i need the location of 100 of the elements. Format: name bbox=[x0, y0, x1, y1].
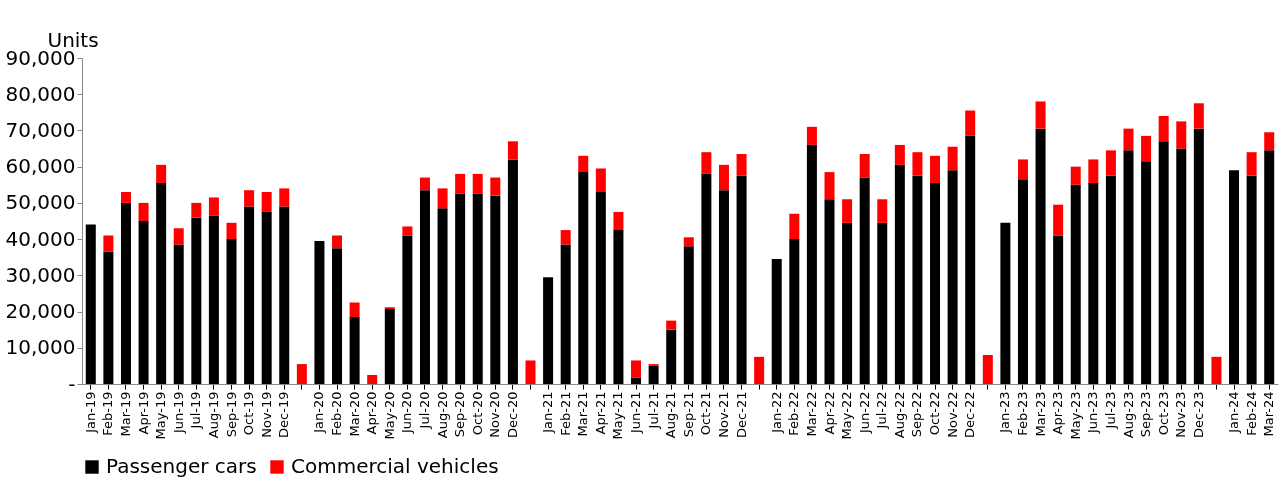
bar bbox=[1211, 356, 1222, 384]
y-tick-label: 60,000 bbox=[5, 154, 76, 179]
bar bbox=[490, 177, 501, 196]
bar bbox=[120, 192, 131, 203]
bar bbox=[613, 211, 624, 231]
x-tick-label: Jul-23 bbox=[1102, 391, 1118, 430]
bar bbox=[894, 144, 905, 165]
bar bbox=[701, 152, 712, 174]
bar bbox=[578, 155, 589, 173]
x-tick-label: May-19 bbox=[153, 391, 169, 440]
bar bbox=[789, 213, 800, 240]
bar bbox=[666, 320, 677, 330]
x-tick-label: Oct-19 bbox=[241, 391, 257, 436]
bar bbox=[965, 110, 976, 136]
bar bbox=[191, 202, 202, 218]
x-tick-label: Feb-24 bbox=[1243, 391, 1259, 436]
bar bbox=[1141, 135, 1152, 162]
bar bbox=[912, 152, 923, 176]
x-tick-label: Dec-20 bbox=[504, 391, 520, 438]
bar bbox=[472, 173, 483, 194]
x-tick-label: Mar-22 bbox=[803, 391, 819, 437]
bar bbox=[824, 172, 835, 200]
x-tick-label: Aug-20 bbox=[434, 391, 450, 439]
x-tick-label: Jul-19 bbox=[188, 391, 204, 430]
x-tick-label: Feb-20 bbox=[329, 391, 345, 436]
bar bbox=[208, 197, 219, 216]
bar bbox=[1035, 101, 1046, 129]
x-tick-label: Nov-20 bbox=[487, 391, 503, 438]
x-tick-label: Mar-24 bbox=[1261, 391, 1277, 437]
x-tick-label: Oct-23 bbox=[1155, 391, 1171, 436]
bar bbox=[1123, 128, 1134, 151]
x-tick-label: Aug-21 bbox=[663, 391, 679, 439]
x-tick-label: Jun-19 bbox=[170, 391, 186, 435]
legend-label: Passenger cars bbox=[106, 454, 257, 478]
bar bbox=[525, 360, 536, 384]
bar bbox=[806, 126, 817, 145]
y-axis-title: Units bbox=[47, 27, 99, 52]
x-tick-label: Mar-21 bbox=[575, 391, 591, 437]
bar bbox=[930, 155, 941, 183]
bar bbox=[1264, 132, 1275, 151]
x-tick-label: Dec-19 bbox=[276, 391, 292, 438]
bar bbox=[683, 237, 694, 247]
x-tick-label: Mar-20 bbox=[346, 391, 362, 437]
x-tick-label: Nov-22 bbox=[944, 391, 960, 438]
legend-label: Commercial vehicles bbox=[291, 454, 499, 478]
x-tick-label: Aug-23 bbox=[1120, 391, 1136, 439]
x-tick-label: May-23 bbox=[1067, 391, 1083, 440]
x-tick-label: Jun-21 bbox=[628, 391, 644, 435]
x-tick-label: Sep-22 bbox=[909, 391, 925, 438]
x-tick-label: Sep-20 bbox=[452, 391, 468, 438]
bar bbox=[507, 141, 518, 160]
x-tick-label: May-20 bbox=[381, 391, 397, 440]
x-tick-label: Feb-23 bbox=[1014, 391, 1030, 436]
y-tick-label: - bbox=[68, 371, 76, 396]
bar bbox=[1070, 166, 1081, 185]
x-tick-label: Dec-23 bbox=[1190, 391, 1206, 438]
x-tick-label: Dec-22 bbox=[962, 391, 978, 438]
bar bbox=[138, 202, 149, 221]
x-tick-label: Jan-21 bbox=[540, 391, 556, 434]
x-tick-label: Jan-19 bbox=[82, 391, 98, 434]
bar bbox=[261, 192, 272, 212]
x-tick-label: Mar-19 bbox=[117, 391, 133, 437]
y-tick-label: 40,000 bbox=[5, 226, 76, 251]
bar bbox=[1105, 150, 1116, 176]
bar bbox=[437, 188, 448, 209]
x-tick-label: Apr-20 bbox=[364, 391, 380, 435]
bar bbox=[455, 173, 466, 194]
x-tick-label: Apr-23 bbox=[1050, 391, 1066, 435]
bar bbox=[1193, 103, 1204, 129]
bar bbox=[842, 199, 853, 223]
bar bbox=[982, 355, 993, 384]
x-tick-label: Feb-21 bbox=[557, 391, 573, 436]
x-tick-label: Nov-21 bbox=[715, 391, 731, 438]
x-tick-label: Feb-22 bbox=[786, 391, 802, 436]
bar bbox=[226, 222, 237, 240]
bar bbox=[1158, 115, 1169, 142]
x-tick-label: May-21 bbox=[610, 391, 626, 440]
bar bbox=[367, 374, 378, 384]
x-tick-label: Nov-23 bbox=[1173, 391, 1189, 438]
x-tick-label: Jul-22 bbox=[874, 391, 890, 430]
x-tick-label: Jul-21 bbox=[645, 391, 661, 430]
x-tick-label: Oct-22 bbox=[927, 391, 943, 436]
bar bbox=[1088, 159, 1099, 183]
bar bbox=[631, 360, 642, 378]
bar bbox=[419, 177, 430, 191]
bar bbox=[1176, 121, 1187, 149]
bar bbox=[736, 153, 747, 176]
x-tick-label: May-22 bbox=[839, 391, 855, 440]
x-tick-label: Jan-24 bbox=[1226, 391, 1242, 434]
bar bbox=[296, 364, 307, 384]
bar bbox=[718, 164, 729, 191]
x-tick-label: Sep-21 bbox=[680, 391, 696, 438]
y-tick-label: 50,000 bbox=[5, 190, 76, 215]
x-tick-label: Jan-23 bbox=[997, 391, 1013, 434]
x-tick-label: Mar-23 bbox=[1032, 391, 1048, 437]
x-tick-label: Oct-21 bbox=[698, 391, 714, 436]
bar bbox=[877, 199, 888, 223]
x-tick-label: Aug-22 bbox=[891, 391, 907, 439]
bar bbox=[754, 356, 765, 384]
x-tick-label: Feb-19 bbox=[100, 391, 116, 436]
